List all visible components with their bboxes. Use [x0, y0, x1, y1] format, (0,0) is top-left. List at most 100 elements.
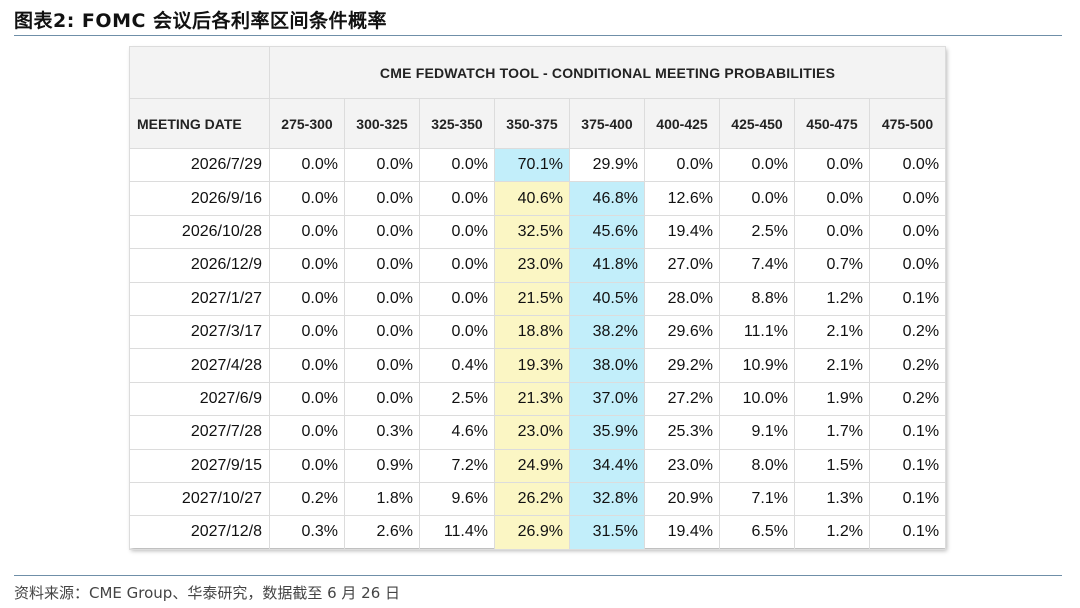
- probability-cell: 0.0%: [719, 147, 795, 183]
- probability-cell: 0.0%: [419, 314, 495, 350]
- probability-cell: 0.0%: [269, 281, 345, 316]
- column-header: 325-350: [419, 98, 495, 149]
- bottom-rule: [14, 575, 1062, 576]
- probability-cell: 9.1%: [719, 415, 795, 450]
- probability-cell: 0.0%: [344, 381, 420, 417]
- probability-cell: 34.4%: [569, 448, 645, 483]
- meeting-date-cell: 2027/1/27: [129, 281, 270, 316]
- probability-cell: 0.4%: [419, 348, 495, 383]
- probability-cell: 7.2%: [419, 448, 495, 483]
- table-row: 2027/4/28 0.0% 0.0% 0.4% 19.3% 38.0% 29.2% 10.9…: [129, 348, 947, 383]
- probability-cell: 35.9%: [569, 415, 645, 450]
- top-rule: [14, 35, 1062, 36]
- table-row: 2027/9/15 0.0% 0.9% 7.2% 24.9% 34.4% 23.0% 8.0%…: [129, 448, 947, 483]
- probability-cell: 0.9%: [344, 448, 420, 483]
- column-header: 300-325: [344, 98, 420, 149]
- probability-cell: 0.1%: [868, 448, 947, 483]
- probability-cell: 1.3%: [794, 481, 870, 517]
- probability-cell: 9.6%: [419, 481, 495, 517]
- probability-cell: 20.9%: [644, 481, 720, 517]
- meeting-date-cell: 2026/10/28: [129, 214, 270, 250]
- column-header-row: MEETING DATE 275-300 300-325 325-350 350-37…: [129, 98, 947, 149]
- probability-cell: 1.9%: [794, 381, 870, 417]
- probability-cell: 2.6%: [344, 515, 420, 550]
- meeting-date-cell: 2027/7/28: [129, 415, 270, 450]
- probability-cell: 1.8%: [344, 481, 420, 517]
- probability-cell: 0.0%: [344, 214, 420, 250]
- probability-cell: 29.9%: [569, 147, 645, 183]
- probability-cell: 29.2%: [644, 348, 720, 383]
- probability-cell: 1.2%: [794, 281, 870, 316]
- probability-cell: 31.5%: [569, 515, 645, 550]
- probability-cell: 70.1%: [494, 147, 570, 183]
- meeting-date-cell: 2027/9/15: [129, 448, 270, 483]
- probability-cell: 0.0%: [269, 147, 345, 183]
- probability-cell: 19.4%: [644, 214, 720, 250]
- table-title-row: CME FEDWATCH TOOL - CONDITIONAL MEETING …: [129, 46, 947, 99]
- column-header: 425-450: [719, 98, 795, 149]
- probability-cell: 0.1%: [868, 281, 947, 316]
- probability-cell: 46.8%: [569, 181, 645, 216]
- probability-cell: 10.0%: [719, 381, 795, 417]
- meeting-date-cell: 2027/10/27: [129, 481, 270, 517]
- probability-cell: 0.0%: [269, 214, 345, 250]
- table-row: 2027/1/27 0.0% 0.0% 0.0% 21.5% 40.5% 28.0% 8.8%…: [129, 281, 947, 316]
- column-header: 275-300: [269, 98, 345, 149]
- probability-cell: 0.0%: [344, 147, 420, 183]
- table-row: 2026/7/29 0.0% 0.0% 0.0% 70.1% 29.9% 0.0% 0.0% 0…: [129, 147, 947, 183]
- column-header: 350-375: [494, 98, 570, 149]
- column-header: 400-425: [644, 98, 720, 149]
- probability-cell: 23.0%: [644, 448, 720, 483]
- probability-cell: 8.0%: [719, 448, 795, 483]
- probability-cell: 1.2%: [794, 515, 870, 550]
- probability-cell: 1.5%: [794, 448, 870, 483]
- probability-cell: 2.5%: [719, 214, 795, 250]
- probability-cell: 11.1%: [719, 314, 795, 350]
- probability-cell: 0.2%: [868, 314, 947, 350]
- probability-cell: 19.4%: [644, 515, 720, 550]
- probability-cell: 8.8%: [719, 281, 795, 316]
- probability-cell: 0.0%: [794, 214, 870, 250]
- probability-cell: 32.8%: [569, 481, 645, 517]
- probability-cell: 37.0%: [569, 381, 645, 417]
- source-note: 资料来源：CME Group、华泰研究，数据截至 6 月 26 日: [14, 584, 401, 602]
- probability-cell: 0.0%: [269, 381, 345, 417]
- probability-cell: 10.9%: [719, 348, 795, 383]
- probability-cell: 0.0%: [269, 248, 345, 283]
- probability-cell: 0.0%: [269, 181, 345, 216]
- probability-cell: 0.0%: [419, 214, 495, 250]
- figure-title: 图表2: FOMC 会议后各利率区间条件概率: [14, 10, 388, 32]
- probability-cell: 38.0%: [569, 348, 645, 383]
- probability-cell: 6.5%: [719, 515, 795, 550]
- column-header: 475-500: [868, 98, 947, 149]
- probability-cell: 21.5%: [494, 281, 570, 316]
- probability-cell: 0.0%: [794, 181, 870, 216]
- probability-cell: 0.0%: [344, 348, 420, 383]
- probability-cell: 25.3%: [644, 415, 720, 450]
- probability-cell: 26.9%: [494, 515, 570, 550]
- probability-cell: 0.3%: [344, 415, 420, 450]
- probability-cell: 23.0%: [494, 415, 570, 450]
- probability-cell: 19.3%: [494, 348, 570, 383]
- probability-cell: 4.6%: [419, 415, 495, 450]
- probability-cell: 0.0%: [344, 281, 420, 316]
- probability-table: CME FEDWATCH TOOL - CONDITIONAL MEETING …: [129, 46, 947, 550]
- probability-cell: 0.0%: [269, 348, 345, 383]
- corner-cell: [129, 46, 270, 99]
- probability-cell: 0.0%: [419, 281, 495, 316]
- probability-cell: 2.5%: [419, 381, 495, 417]
- probability-cell: 0.0%: [419, 181, 495, 216]
- probability-cell: 0.0%: [868, 147, 947, 183]
- table-row: 2027/10/27 0.2% 1.8% 9.6% 26.2% 32.8% 20.9% 7.1…: [129, 481, 947, 517]
- meeting-date-cell: 2027/4/28: [129, 348, 270, 383]
- probability-cell: 0.0%: [269, 314, 345, 350]
- probability-cell: 18.8%: [494, 314, 570, 350]
- probability-cell: 2.1%: [794, 348, 870, 383]
- probability-cell: 26.2%: [494, 481, 570, 517]
- probability-cell: 0.0%: [344, 314, 420, 350]
- probability-cell: 27.0%: [644, 248, 720, 283]
- probability-cell: 0.3%: [269, 515, 345, 550]
- probability-cell: 40.5%: [569, 281, 645, 316]
- probability-cell: 0.0%: [868, 214, 947, 250]
- probability-cell: 11.4%: [419, 515, 495, 550]
